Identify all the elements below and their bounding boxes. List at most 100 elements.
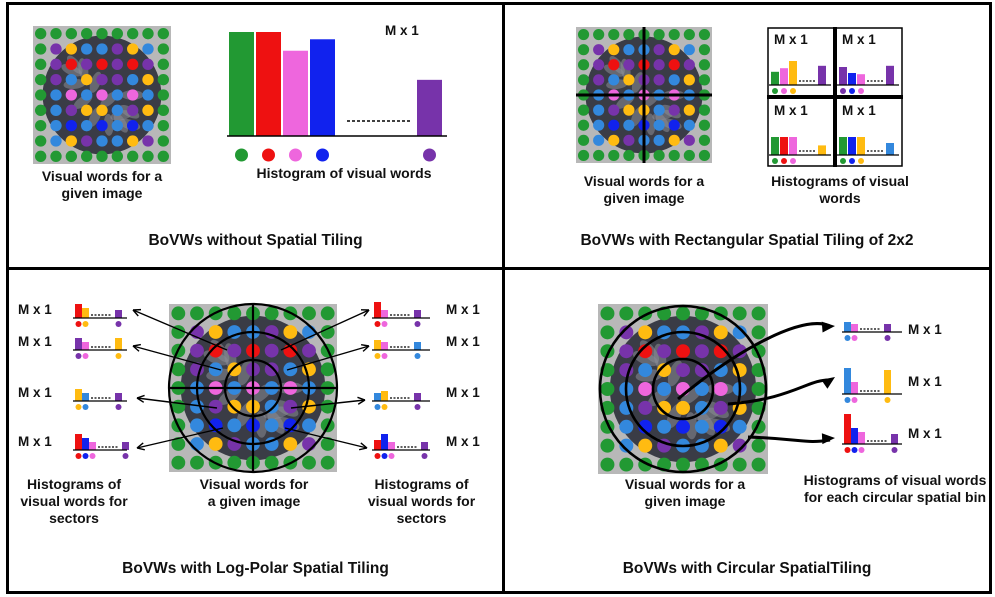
visual-word-dot (593, 120, 604, 131)
visual-word-dot (35, 28, 46, 39)
visual-word-dot (127, 59, 138, 70)
visual-word-dot (657, 420, 671, 434)
visual-word-dot (302, 418, 316, 432)
visual-word-dot (654, 120, 665, 131)
cell-dot (781, 88, 787, 94)
cell-dot (858, 88, 864, 94)
visual-word-dot (619, 306, 633, 320)
visual-word-dot (66, 120, 77, 131)
mini-bar (374, 302, 381, 318)
mini-dot (389, 453, 395, 459)
visual-word-dot (81, 28, 92, 39)
cell-bar (886, 66, 894, 85)
logpolar-diagram (9, 270, 502, 591)
visual-word-dot (81, 74, 92, 85)
visual-word-dot (190, 437, 204, 451)
visual-word-dot (619, 420, 633, 434)
visual-word-dot (66, 43, 77, 54)
visual-word-dot (733, 458, 747, 472)
visual-word-dot (35, 120, 46, 131)
visual-word-dot (619, 344, 633, 358)
visual-word-dot (142, 105, 153, 116)
mini-dot (382, 353, 388, 359)
visual-word-dot (623, 135, 634, 146)
visual-word-dot (66, 135, 77, 146)
image-label-4: Visual words for a given image (605, 476, 765, 510)
visual-word-dot (578, 135, 589, 146)
visual-word-dot (714, 439, 728, 453)
visual-word-dot (623, 29, 634, 40)
visual-word-dot (684, 120, 695, 131)
visual-word-dot (96, 151, 107, 162)
visual-word-dot (657, 382, 671, 396)
visual-word-dot (699, 150, 710, 161)
visual-word-dot (96, 43, 107, 54)
mini-histogram (73, 304, 127, 327)
mini-bar (851, 382, 858, 394)
mini-bar (884, 324, 891, 332)
histogram-dot (423, 149, 436, 162)
cell-dot (840, 158, 846, 164)
visual-word-dot (112, 43, 123, 54)
panel-no-tiling: Visual words for a given image M x 1 His… (6, 2, 505, 270)
visual-word-dot (654, 44, 665, 55)
visual-word-dot (265, 418, 279, 432)
visual-word-dot (50, 28, 61, 39)
visual-word-dot (127, 135, 138, 146)
visual-word-dot (142, 28, 153, 39)
mini-dot (76, 404, 82, 410)
visual-word-dot (81, 151, 92, 162)
visual-word-dot (657, 344, 671, 358)
panel-circular-tiling: M x 1 M x 1 M x 1 Visual words for a giv… (502, 267, 992, 594)
visual-word-dot (209, 437, 223, 451)
visual-word-dot (265, 344, 279, 358)
mini-bar (381, 310, 388, 318)
visual-word-dot (190, 456, 204, 470)
cell-bar (780, 137, 788, 155)
visual-word-dot (714, 401, 728, 415)
visual-word-dot (96, 28, 107, 39)
mini-dot (382, 453, 388, 459)
visual-word-dot (158, 74, 169, 85)
visual-word-dot (50, 89, 61, 100)
visual-word-dot (600, 382, 614, 396)
visual-word-dot (227, 344, 241, 358)
mini-histogram (73, 434, 129, 459)
histogram-bar (256, 32, 281, 136)
image-label-1: Visual words for a given image (31, 168, 173, 202)
visual-word-dot (96, 59, 107, 70)
visual-word-dot (676, 344, 690, 358)
visual-word-dot (578, 59, 589, 70)
visual-word-dot (714, 382, 728, 396)
visual-word-dot (283, 325, 297, 339)
visual-word-dot (593, 44, 604, 55)
visual-word-dot (593, 150, 604, 161)
visual-word-dot (669, 29, 680, 40)
visual-word-dot (66, 151, 77, 162)
visual-word-dot (593, 59, 604, 70)
visual-word-dot (669, 74, 680, 85)
visual-word-dot (142, 89, 153, 100)
cell-bar (848, 73, 856, 85)
arrow-head (822, 433, 835, 444)
mini-histogram (842, 368, 902, 403)
visual-word-dot (171, 456, 185, 470)
visual-word-dot (112, 151, 123, 162)
visual-word-dot (283, 437, 297, 451)
visual-word-dot (608, 120, 619, 131)
mini-dot (845, 447, 851, 453)
mini-bar (414, 393, 421, 401)
mini-bar (388, 442, 395, 450)
lp-size-left-3: M x 1 (18, 385, 52, 401)
mini-dot (415, 404, 421, 410)
cell-dot (790, 88, 796, 94)
lp-size-right-2: M x 1 (446, 334, 480, 350)
cell-bar (789, 61, 797, 85)
cell-label-1: M x 1 (774, 32, 808, 48)
visual-word-dot (302, 456, 316, 470)
visual-word-dot (96, 120, 107, 131)
panel-logpolar-tiling: M x 1 M x 1 M x 1 M x 1 M x 1 M x 1 M x … (6, 267, 505, 594)
visual-word-dot (752, 458, 766, 472)
lp-size-right-3: M x 1 (446, 385, 480, 401)
mini-dot (885, 335, 891, 341)
